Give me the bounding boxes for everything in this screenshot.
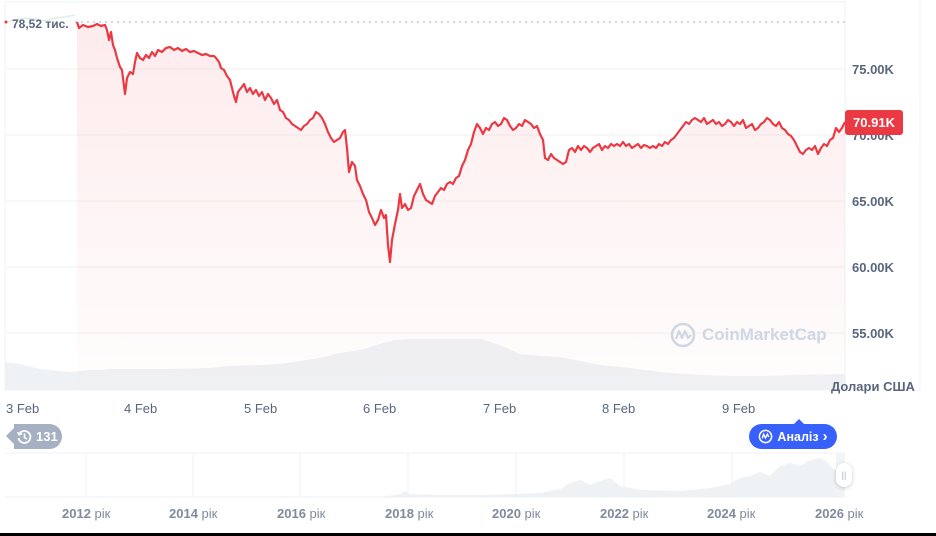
drag-handle-icon[interactable]: || (836, 463, 852, 487)
history-events-badge[interactable]: 131 (6, 424, 62, 449)
x-tick-8-feb: 8 Feb (602, 401, 636, 416)
y-tick-55k: 55.00K (852, 326, 894, 341)
price-line (75, 21, 846, 264)
year-2016: 2016 рік (277, 506, 326, 521)
year-2024: 2024 рік (707, 506, 756, 521)
x-tick-5-feb: 5 Feb (244, 401, 278, 416)
currency-label: Долари США (831, 379, 915, 394)
watermark-text: CoinMarketCap (702, 325, 827, 344)
x-tick-3-feb: 3 Feb (6, 401, 40, 416)
navigator-history-area (5, 458, 845, 497)
year-2012: 2012 рік (62, 506, 111, 521)
reference-price-label: 78,52 тис. (12, 17, 69, 31)
year-2020: 2020 рік (492, 506, 541, 521)
y-tick-65k: 65.00K (852, 194, 894, 209)
chevron-right-icon: › (822, 428, 828, 445)
history-count: 131 (36, 429, 58, 444)
year-2022: 2022 рік (600, 506, 649, 521)
current-price-tag: 70.91K (845, 110, 903, 135)
y-tick-75k: 75.00K (852, 62, 894, 77)
analysis-button[interactable]: Аналіз › (749, 419, 837, 449)
navigator-area[interactable] (5, 452, 845, 498)
year-2018: 2018 рік (385, 506, 434, 521)
analysis-label: Аналіз (777, 429, 819, 444)
loss-area (77, 22, 845, 390)
coinmarketcap-watermark: CoinMarketCap (670, 322, 827, 348)
cmc-logo-icon (670, 322, 696, 348)
y-tick-60k: 60.00K (852, 260, 894, 275)
x-tick-4-feb: 4 Feb (124, 401, 158, 416)
year-2026: 2026 рік (815, 506, 864, 521)
x-tick-6-feb: 6 Feb (363, 401, 397, 416)
history-icon (16, 429, 32, 444)
x-tick-7-feb: 7 Feb (483, 401, 517, 416)
year-2014: 2014 рік (169, 506, 218, 521)
window-bottom-edge (0, 533, 936, 536)
x-tick-9-feb: 9 Feb (722, 401, 756, 416)
cmc-chat-icon (759, 429, 773, 444)
